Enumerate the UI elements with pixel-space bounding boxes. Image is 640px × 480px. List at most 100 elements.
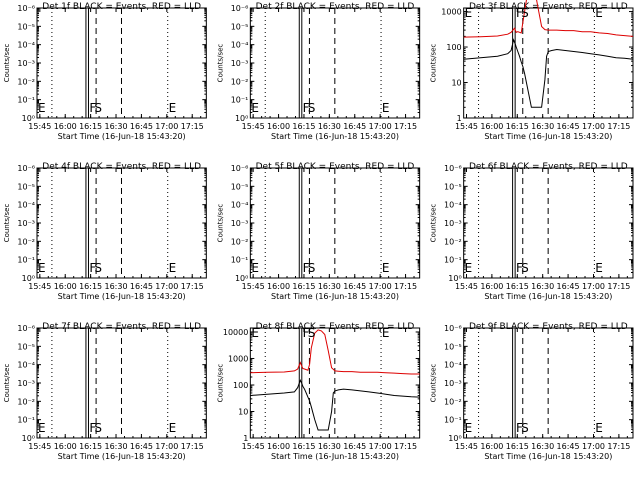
x-tick-label: 17:15 bbox=[181, 282, 204, 291]
y-tick-label: 10⁰ bbox=[235, 274, 248, 283]
marker-letter-e: E bbox=[169, 101, 177, 115]
marker-letter-e: E bbox=[251, 261, 259, 275]
x-tick-label: 16:45 bbox=[557, 282, 580, 291]
x-axis-label: Start Time (16-Jun-18 15:43:20) bbox=[58, 132, 186, 141]
panel-title: Det 3f BLACK = Events, RED = LLD bbox=[469, 2, 628, 12]
y-tick-label: 10⁻² bbox=[231, 77, 249, 86]
x-tick-label: 15:45 bbox=[455, 442, 478, 451]
y-tick-label: 10⁻⁵ bbox=[17, 182, 35, 191]
marker-letter-f: F bbox=[516, 6, 523, 20]
marker-letter-e: E bbox=[382, 261, 390, 275]
y-tick-label: 10⁻¹ bbox=[231, 96, 249, 105]
panel-det-7: Det 7f BLACK = Events, RED = LLD 10⁰ 10⁻¹ 1… bbox=[3, 322, 207, 461]
marker-letter-s: S bbox=[521, 6, 529, 20]
marker-letter-e: E bbox=[465, 421, 473, 435]
x-tick-label: 16:00 bbox=[54, 282, 77, 291]
y-tick-label: 10⁻³ bbox=[444, 219, 462, 228]
y-tick-label: 10⁻⁵ bbox=[17, 342, 35, 351]
y-tick-label: 10 bbox=[451, 79, 461, 88]
marker-letter-f: F bbox=[303, 326, 310, 340]
y-tick-label: 10⁻⁴ bbox=[231, 41, 249, 50]
y-tick-label: 10⁻³ bbox=[17, 219, 35, 228]
marker-letter-e: E bbox=[38, 101, 46, 115]
x-tick-label: 17:15 bbox=[394, 282, 417, 291]
x-tick-label: 16:30 bbox=[318, 122, 341, 131]
panel-det-4: Det 4f BLACK = Events, RED = LLD 10⁰ 10⁻¹ 1… bbox=[3, 162, 207, 301]
y-axis-label: Counts/sec bbox=[3, 44, 11, 83]
y-tick-label: 10⁻⁶ bbox=[17, 164, 35, 173]
x-tick-label: 16:15 bbox=[506, 442, 529, 451]
series-lld bbox=[463, 0, 634, 38]
x-tick-label: 16:30 bbox=[318, 442, 341, 451]
marker-letter-f: F bbox=[516, 421, 523, 435]
x-tick-label: 16:15 bbox=[292, 282, 315, 291]
series-events bbox=[250, 378, 420, 431]
y-tick-label: 10⁻⁴ bbox=[17, 361, 35, 370]
x-tick-label: 16:30 bbox=[104, 122, 127, 131]
x-tick-label: 17:00 bbox=[582, 282, 605, 291]
marker-letter-e: E bbox=[169, 261, 177, 275]
x-tick-label: 15:45 bbox=[242, 122, 265, 131]
x-tick-label: 15:45 bbox=[242, 442, 265, 451]
x-tick-label: 16:15 bbox=[79, 122, 102, 131]
x-axis-label: Start Time (16-Jun-18 15:43:20) bbox=[271, 292, 399, 301]
series-lld bbox=[250, 329, 420, 375]
marker-letter-s: S bbox=[94, 101, 102, 115]
x-tick-label: 17:00 bbox=[155, 442, 178, 451]
y-tick-label: 10⁻³ bbox=[17, 59, 35, 68]
y-tick-label: 10⁻² bbox=[17, 237, 35, 246]
y-tick-label: 10⁻⁵ bbox=[231, 182, 249, 191]
y-tick-label: 1000 bbox=[228, 354, 248, 363]
x-tick-label: 17:15 bbox=[394, 442, 417, 451]
y-tick-label: 100 bbox=[233, 381, 248, 390]
y-tick-label: 10⁻¹ bbox=[17, 96, 35, 105]
y-tick-label: 10⁻⁴ bbox=[444, 361, 462, 370]
y-axis-label: Counts/sec bbox=[430, 364, 438, 403]
x-tick-label: 17:15 bbox=[181, 442, 204, 451]
panel-title: Det 1f BLACK = Events, RED = LLD bbox=[42, 2, 201, 12]
y-tick-label: 10⁻² bbox=[231, 237, 249, 246]
x-axis-label: Start Time (16-Jun-18 15:43:20) bbox=[271, 132, 399, 141]
x-tick-label: 16:45 bbox=[130, 122, 153, 131]
x-tick-label: 16:45 bbox=[343, 122, 366, 131]
y-tick-label: 10⁻⁴ bbox=[17, 41, 35, 50]
y-axis-label: Counts/sec bbox=[216, 364, 224, 403]
x-tick-label: 16:15 bbox=[506, 122, 529, 131]
y-tick-label: 10⁻⁶ bbox=[17, 324, 35, 333]
marker-letter-e: E bbox=[595, 6, 603, 20]
marker-letter-e: E bbox=[382, 101, 390, 115]
x-tick-label: 16:45 bbox=[130, 442, 153, 451]
marker-letter-s: S bbox=[94, 421, 102, 435]
marker-letter-s: S bbox=[308, 101, 316, 115]
x-tick-label: 15:45 bbox=[28, 442, 51, 451]
x-tick-label: 16:15 bbox=[79, 282, 102, 291]
x-tick-label: 15:45 bbox=[455, 282, 478, 291]
x-tick-label: 16:00 bbox=[54, 122, 77, 131]
x-tick-label: 16:30 bbox=[531, 282, 554, 291]
y-tick-label: 10⁻⁶ bbox=[444, 164, 462, 173]
marker-letter-e: E bbox=[382, 326, 390, 340]
x-tick-label: 15:45 bbox=[28, 282, 51, 291]
x-tick-label: 16:45 bbox=[557, 442, 580, 451]
x-tick-label: 16:00 bbox=[54, 442, 77, 451]
marker-letter-s: S bbox=[521, 261, 529, 275]
y-tick-label: 10⁻³ bbox=[444, 379, 462, 388]
y-tick-label: 1000 bbox=[441, 8, 461, 17]
marker-letter-f: F bbox=[516, 261, 523, 275]
y-tick-label: 10⁰ bbox=[22, 434, 35, 443]
panel-title: Det 5f BLACK = Events, RED = LLD bbox=[256, 162, 415, 172]
x-tick-label: 17:15 bbox=[607, 442, 630, 451]
x-tick-label: 16:00 bbox=[480, 282, 503, 291]
x-axis-label: Start Time (16-Jun-18 15:43:20) bbox=[484, 292, 612, 301]
y-tick-label: 10⁻³ bbox=[17, 379, 35, 388]
x-tick-label: 16:45 bbox=[343, 282, 366, 291]
marker-letter-s: S bbox=[308, 261, 316, 275]
panel-det-9: Det 9f BLACK = Events, RED = LLD 10⁰ 10⁻¹ 1… bbox=[430, 322, 634, 461]
x-tick-label: 17:15 bbox=[394, 122, 417, 131]
x-tick-label: 17:00 bbox=[155, 122, 178, 131]
y-tick-label: 10⁻¹ bbox=[444, 256, 462, 265]
y-axis-label: Counts/sec bbox=[430, 44, 438, 83]
y-tick-label: 10⁰ bbox=[448, 434, 461, 443]
y-tick-label: 10⁻⁴ bbox=[17, 201, 35, 210]
y-tick-label: 10⁻² bbox=[17, 77, 35, 86]
